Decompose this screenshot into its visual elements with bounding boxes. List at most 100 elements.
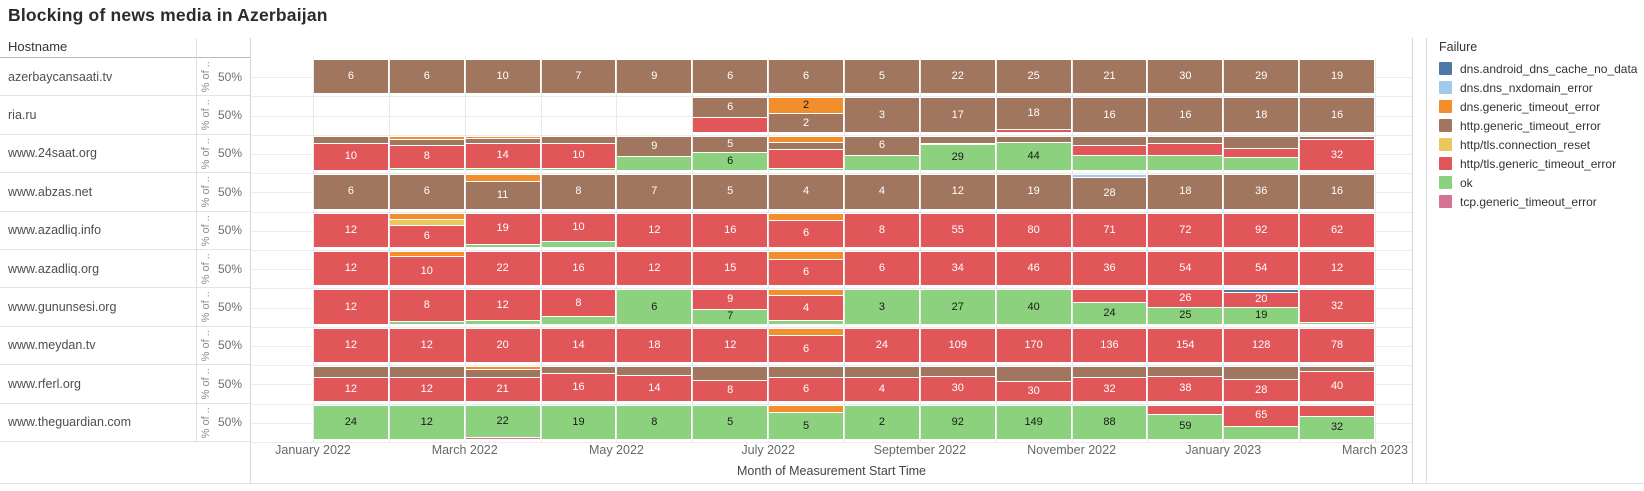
stacked-bar[interactable]: 27 (920, 290, 995, 324)
bar-segment[interactable] (1072, 136, 1147, 146)
bar-segment[interactable] (920, 142, 995, 145)
stacked-bar[interactable]: 16 (541, 367, 616, 401)
bar-segment[interactable]: 4 (844, 175, 919, 209)
bar-segment[interactable] (996, 129, 1071, 132)
bar-segment[interactable] (389, 167, 464, 171)
bar-segment[interactable] (1148, 155, 1223, 171)
bar-segment[interactable] (1072, 175, 1147, 177)
stacked-bar[interactable]: 16 (1300, 175, 1374, 209)
bar-segment[interactable]: 11 (465, 181, 540, 209)
bar-segment[interactable]: 14 (617, 374, 692, 401)
stacked-bar[interactable]: 6 (389, 213, 464, 247)
stacked-bar[interactable]: 11 (465, 175, 540, 209)
stacked-bar[interactable]: 12 (389, 328, 464, 363)
stacked-bar[interactable]: 5 (693, 405, 768, 439)
bar-segment[interactable]: 8 (541, 175, 616, 209)
stacked-bar[interactable]: 10 (314, 136, 388, 171)
bar-segment[interactable] (769, 141, 843, 150)
bar-segment[interactable]: 9 (693, 290, 768, 309)
stacked-bar[interactable]: 14 (541, 328, 616, 363)
legend-item[interactable]: dns.dns_nxdomain_error (1439, 78, 1637, 97)
stacked-bar[interactable]: 12 (465, 290, 540, 324)
stacked-bar[interactable]: 18 (1224, 98, 1299, 132)
stacked-bar[interactable] (1072, 136, 1147, 171)
bar-segment[interactable] (769, 149, 843, 168)
stacked-bar[interactable]: 6 (693, 98, 768, 132)
bar-segment[interactable]: 46 (996, 252, 1071, 286)
bar-segment[interactable]: 8 (844, 213, 919, 247)
stacked-bar[interactable]: 44 (996, 136, 1071, 171)
bar-segment[interactable] (769, 252, 843, 259)
stacked-bar[interactable]: 14 (465, 136, 540, 171)
stacked-bar[interactable]: 10 (465, 60, 540, 94)
legend-item[interactable]: http.generic_timeout_error (1439, 116, 1637, 135)
stacked-bar[interactable]: 6 (769, 60, 843, 94)
stacked-bar[interactable]: 32 (1072, 367, 1147, 401)
bar-segment[interactable]: 26 (1148, 290, 1223, 308)
stacked-bar[interactable]: 40 (996, 290, 1071, 324)
bar-segment[interactable]: 19 (1300, 60, 1374, 94)
bar-segment[interactable]: 30 (1148, 60, 1223, 94)
bar-segment[interactable]: 32 (1300, 139, 1374, 171)
stacked-bar[interactable]: 10 (541, 213, 616, 247)
bar-segment[interactable] (541, 316, 616, 324)
bar-segment[interactable]: 2 (769, 113, 843, 132)
bar-segment[interactable] (541, 240, 616, 247)
bar-segment[interactable] (389, 367, 464, 378)
bar-segment[interactable]: 24 (314, 405, 388, 439)
bar-segment[interactable]: 25 (996, 60, 1071, 94)
stacked-bar[interactable]: 12 (617, 213, 692, 247)
bar-segment[interactable]: 6 (389, 225, 464, 247)
bar-segment[interactable] (465, 368, 540, 378)
bar-segment[interactable] (1224, 136, 1299, 149)
stacked-bar[interactable]: 36 (1072, 252, 1147, 286)
bar-segment[interactable]: 170 (996, 328, 1071, 363)
bar-segment[interactable]: 10 (314, 142, 388, 171)
stacked-bar[interactable]: 6 (844, 252, 919, 286)
bar-segment[interactable]: 20 (465, 328, 540, 363)
bar-segment[interactable]: 16 (693, 213, 768, 247)
bar-segment[interactable]: 12 (389, 377, 464, 401)
stacked-bar[interactable]: 16 (1148, 98, 1223, 132)
bar-segment[interactable] (389, 213, 464, 219)
stacked-bar[interactable]: 7 (617, 175, 692, 209)
stacked-bar[interactable]: 59 (1148, 405, 1223, 439)
bar-segment[interactable]: 88 (1072, 405, 1147, 439)
bar-segment[interactable]: 44 (996, 142, 1071, 171)
stacked-bar[interactable]: 12 (693, 328, 768, 363)
bar-segment[interactable] (1072, 145, 1147, 156)
bar-segment[interactable] (769, 328, 843, 336)
bar-segment[interactable]: 17 (920, 98, 995, 132)
stacked-bar[interactable]: 34 (920, 252, 995, 286)
bar-segment[interactable]: 40 (996, 290, 1071, 324)
stacked-bar[interactable]: 17 (920, 98, 995, 132)
bar-segment[interactable]: 19 (996, 175, 1071, 209)
stacked-bar[interactable]: 88 (1072, 405, 1147, 439)
stacked-bar[interactable]: 16 (1072, 98, 1147, 132)
bar-segment[interactable] (389, 139, 464, 146)
stacked-bar[interactable]: 54 (1224, 252, 1299, 286)
bar-segment[interactable]: 5 (693, 405, 768, 439)
bar-segment[interactable] (1300, 322, 1374, 324)
stacked-bar[interactable]: 25 (996, 60, 1071, 94)
bar-segment[interactable]: 62 (1300, 213, 1374, 247)
stacked-bar[interactable]: 30 (920, 367, 995, 401)
bar-segment[interactable]: 71 (1072, 213, 1147, 247)
bar-segment[interactable] (465, 167, 540, 171)
stacked-bar[interactable]: 78 (1300, 328, 1374, 363)
bar-segment[interactable]: 6 (389, 60, 464, 94)
bar-segment[interactable]: 20 (1224, 291, 1299, 308)
bar-segment[interactable]: 32 (1072, 377, 1147, 401)
bar-segment[interactable]: 92 (1224, 213, 1299, 247)
bar-segment[interactable]: 5 (693, 175, 768, 209)
bar-segment[interactable]: 12 (314, 252, 388, 286)
bar-segment[interactable]: 54 (1224, 252, 1299, 286)
bar-segment[interactable]: 27 (920, 290, 995, 324)
stacked-bar[interactable]: 65 (1224, 405, 1299, 439)
bar-segment[interactable] (1224, 290, 1299, 292)
bar-segment[interactable]: 12 (617, 213, 692, 247)
bar-segment[interactable] (1148, 136, 1223, 144)
bar-segment[interactable]: 19 (465, 213, 540, 245)
stacked-bar[interactable]: 4 (844, 367, 919, 401)
stacked-bar[interactable]: 28 (1072, 175, 1147, 209)
